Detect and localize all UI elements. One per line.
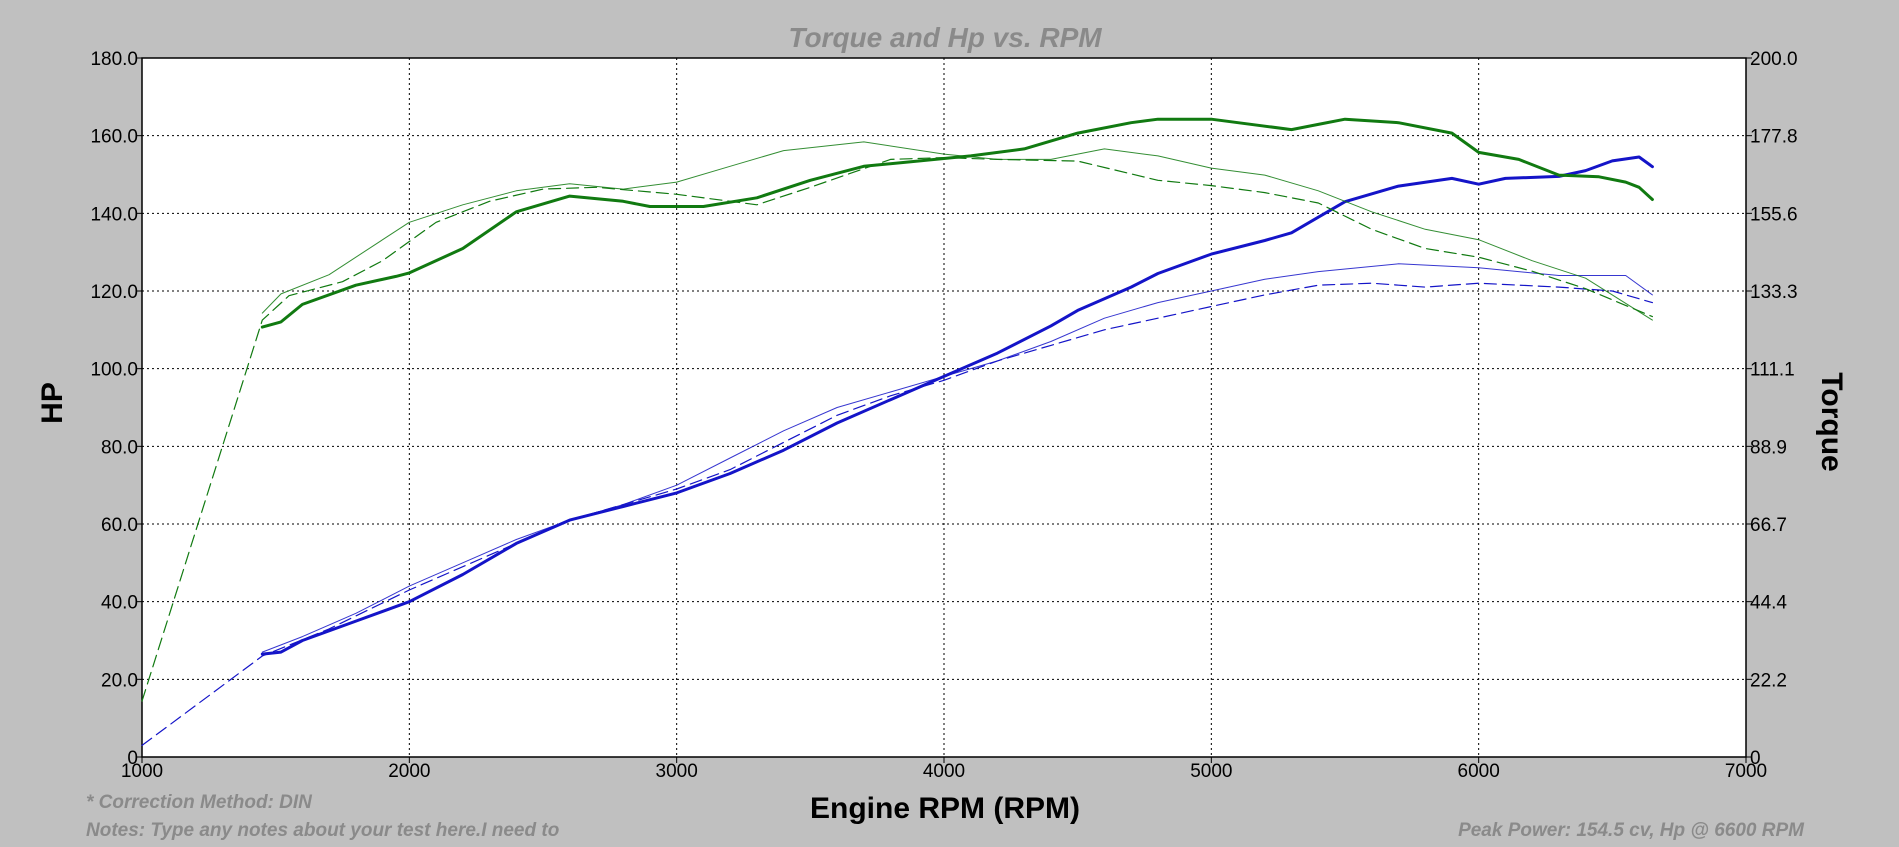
right-tick-label: 155.6 <box>1750 204 1798 225</box>
peak-power-note: Peak Power: 154.5 cv, Hp @ 6600 RPM <box>1458 820 1804 841</box>
left-tick-label: 0 <box>127 748 138 769</box>
torque-dashed-line <box>141 157 1653 702</box>
right-tick-label: 200.0 <box>1750 49 1798 70</box>
x-tick-label: 3000 <box>656 761 698 782</box>
right-tick-label: 111.1 <box>1750 360 1795 381</box>
left-tick-label: 100.0 <box>90 360 138 381</box>
right-tick-label: 88.9 <box>1750 437 1787 458</box>
test-notes: Notes: Type any notes about your test he… <box>86 820 560 841</box>
left-tick-label: 120.0 <box>90 282 138 303</box>
x-tick-labels: 1000 2000 3000 4000 5000 6000 7000 <box>121 761 1767 782</box>
left-tick-label: 20.0 <box>101 670 138 691</box>
correction-method-note: * Correction Method: DIN <box>86 792 312 813</box>
x-tick-label: 6000 <box>1458 761 1500 782</box>
left-tick-label: 40.0 <box>101 593 138 614</box>
right-tick-label: 0 <box>1750 748 1761 769</box>
x-axis-label: Engine RPM (RPM) <box>810 792 1080 825</box>
series-lines <box>141 117 1654 746</box>
x-tick-label: 7000 <box>1725 761 1767 782</box>
left-tick-label: 60.0 <box>101 515 138 536</box>
left-tick-label: 160.0 <box>90 127 138 148</box>
grid-lines <box>136 57 1752 763</box>
x-tick-label: 1000 <box>121 761 163 782</box>
left-tick-labels: 0 20.0 40.0 60.0 80.0 100.0 120.0 140.0 160.0 180… <box>90 49 138 769</box>
right-tick-label: 177.8 <box>1750 127 1798 148</box>
y-axis-label-left: HP <box>36 382 69 424</box>
x-tick-label: 4000 <box>923 761 965 782</box>
x-tick-label: 2000 <box>388 761 430 782</box>
left-tick-label: 140.0 <box>90 204 138 225</box>
left-tick-label: 80.0 <box>101 437 138 458</box>
right-tick-label: 133.3 <box>1750 282 1798 303</box>
hp-bold-line <box>260 155 1654 656</box>
hp-dashed-line <box>141 282 1653 746</box>
torque-bold-line <box>260 117 1654 329</box>
right-tick-label: 44.4 <box>1750 593 1787 614</box>
torque-thin-line <box>261 141 1653 321</box>
right-tick-labels: 0 22.2 44.4 66.7 88.9 111.1 133.3 155.6 177.8 200… <box>1750 49 1798 769</box>
right-tick-label: 22.2 <box>1750 670 1787 691</box>
chart-title: Torque and Hp vs. RPM <box>788 22 1102 53</box>
y-axis-label-right: Torque <box>1815 372 1848 471</box>
x-tick-label: 5000 <box>1190 761 1232 782</box>
plot-area <box>141 57 1747 758</box>
left-tick-label: 180.0 <box>90 49 138 70</box>
right-tick-label: 66.7 <box>1750 515 1787 536</box>
hp-thin-line <box>261 263 1653 653</box>
